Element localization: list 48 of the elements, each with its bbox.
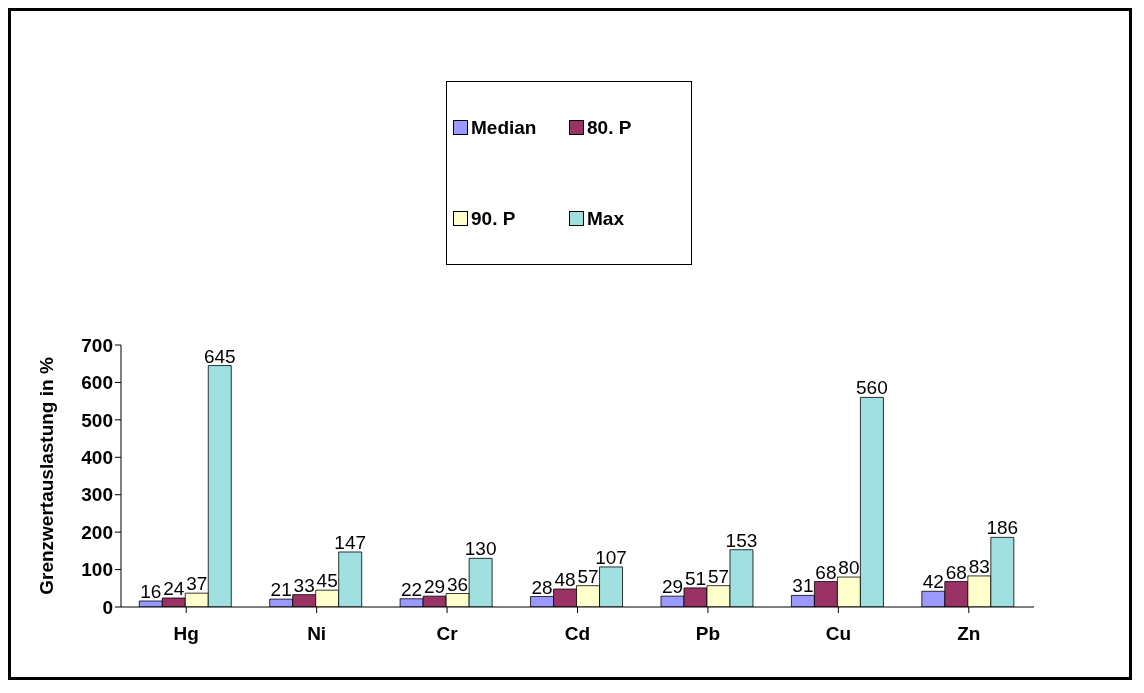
x-tick-label: Zn (957, 623, 981, 645)
x-tick-label: Cu (825, 623, 852, 645)
y-tick-label: 0 (102, 596, 113, 618)
y-tick-label: 700 (81, 334, 113, 356)
data-label: 45 (316, 570, 338, 592)
y-tick-label: 500 (81, 409, 113, 431)
data-label: 147 (334, 531, 367, 553)
data-label: 22 (401, 578, 423, 600)
data-label: 153 (725, 529, 758, 551)
data-label: 42 (922, 571, 944, 593)
data-label: 29 (424, 576, 446, 598)
data-label: 57 (707, 565, 730, 587)
data-label: 186 (986, 517, 1019, 539)
data-label: 57 (577, 565, 599, 587)
data-label: 37 (186, 573, 208, 595)
y-tick-label: 300 (81, 484, 113, 506)
data-label: 36 (447, 573, 469, 595)
data-label: 16 (140, 581, 162, 603)
data-label: 107 (595, 546, 627, 568)
x-tick-label: Pb (695, 623, 721, 645)
data-label: 29 (661, 576, 684, 598)
data-label: 21 (270, 579, 292, 601)
legend-label: 90. P (471, 207, 516, 230)
y-tick-label: 100 (81, 559, 113, 581)
data-label: 68 (945, 561, 967, 583)
x-tick-label: Cr (436, 623, 459, 645)
data-label: 645 (203, 345, 236, 367)
data-label: 130 (464, 538, 497, 560)
data-label: 24 (163, 578, 185, 600)
y-tick-label: 600 (81, 372, 113, 394)
legend-label: Median (471, 116, 537, 139)
y-tick-label: 400 (81, 447, 113, 469)
y-tick-label: 200 (81, 521, 113, 543)
data-label: 80 (838, 557, 860, 579)
data-label: 560 (856, 377, 888, 399)
data-label: 68 (815, 561, 837, 583)
data-label: 48 (554, 569, 576, 591)
x-tick-label: Hg (173, 623, 199, 645)
x-tick-label: Cd (564, 623, 591, 645)
legend-label: 80. P (587, 116, 632, 139)
data-label: 51 (684, 567, 707, 589)
data-label: 31 (792, 575, 814, 597)
y-axis-title: Grenzwertauslastung in % (35, 357, 57, 595)
data-label: 28 (531, 576, 553, 598)
x-tick-label: Ni (307, 623, 327, 645)
data-label: 83 (968, 555, 990, 577)
data-label: 33 (293, 574, 315, 596)
legend-label: Max (587, 207, 624, 230)
